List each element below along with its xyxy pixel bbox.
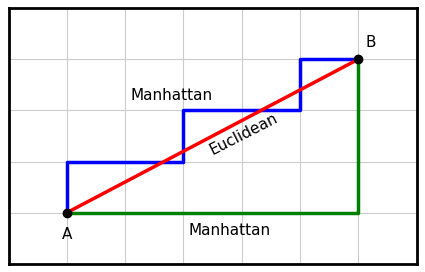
Text: Euclidean: Euclidean (207, 111, 280, 158)
Text: Manhattan: Manhattan (130, 88, 213, 103)
Text: A: A (62, 227, 72, 242)
Text: Manhattan: Manhattan (189, 223, 271, 238)
Text: B: B (365, 35, 376, 50)
